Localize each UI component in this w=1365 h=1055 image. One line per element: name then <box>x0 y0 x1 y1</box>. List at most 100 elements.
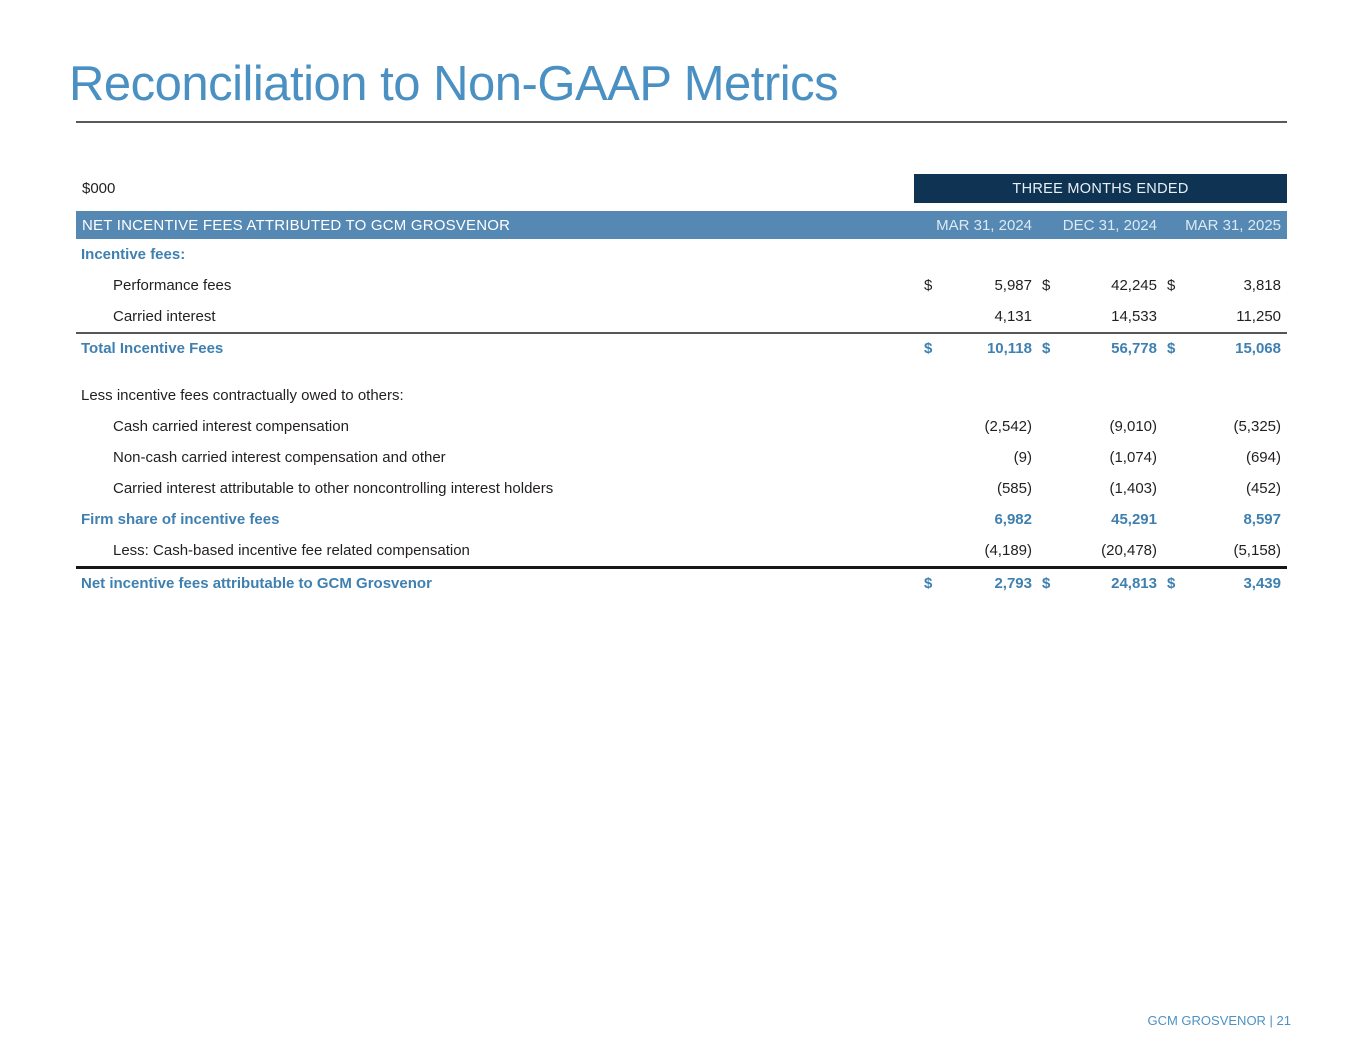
row-value: 5,987 <box>994 277 1032 294</box>
table-spacer-row <box>76 363 1287 380</box>
row-value: 3,818 <box>1243 277 1281 294</box>
value-cell: (452) <box>1157 480 1281 497</box>
period-column-header: DEC 31, 2024 <box>1062 216 1157 234</box>
row-value: 15,068 <box>1235 340 1281 357</box>
units-label: $000 <box>82 180 116 197</box>
value-cell: $56,778 <box>1032 340 1157 357</box>
row-label: Cash carried interest compensation <box>113 418 349 435</box>
value-cell: $10,118 <box>914 340 1032 357</box>
reconciliation-table-body: Incentive fees: Performance fees $5,987 $42… <box>76 239 1287 597</box>
dollar-sign: $ <box>1042 277 1051 294</box>
value-cell: $3,439 <box>1157 575 1281 592</box>
row-value: 3,439 <box>1243 574 1281 592</box>
dollar-sign: $ <box>1167 277 1176 294</box>
row-value: (4,189) <box>984 542 1032 559</box>
value-cell: 14,533 <box>1032 308 1157 325</box>
table-row: Less: Cash-based incentive fee related c… <box>76 535 1287 566</box>
value-cell: $42,245 <box>1032 277 1157 294</box>
page-footer: GCM GROSVENOR | 21 <box>1147 1013 1291 1028</box>
value-cell: 4,131 <box>914 308 1032 325</box>
row-label: Less incentive fees contractually owed t… <box>81 387 404 404</box>
row-value: 11,250 <box>1236 308 1281 325</box>
page-title: Reconciliation to Non-GAAP Metrics <box>69 57 839 111</box>
row-value: (585) <box>996 480 1032 497</box>
dollar-sign: $ <box>924 277 933 294</box>
dollar-sign: $ <box>924 340 933 357</box>
value-cell: 6,982 <box>914 511 1032 528</box>
table-row: Firm share of incentive fees 6,982 45,291 8… <box>76 504 1287 535</box>
row-label: Net incentive fees attributable to GCM G… <box>81 574 432 592</box>
row-label: Non-cash carried interest compensation a… <box>113 449 446 466</box>
row-value: 10,118 <box>986 340 1032 357</box>
table-row: Carried interest attributable to other n… <box>76 473 1287 504</box>
row-label: Total Incentive Fees <box>81 340 224 357</box>
value-cell: (9) <box>914 449 1032 466</box>
value-cell: (1,403) <box>1032 480 1157 497</box>
table-row: Less incentive fees contractually owed t… <box>76 380 1287 411</box>
row-value: (2,542) <box>984 418 1032 435</box>
reconciliation-table: $000 THREE MONTHS ENDED NET INCENTIVE FE… <box>76 174 1287 597</box>
table-row: Carried interest 4,131 14,533 11,250 <box>76 301 1287 332</box>
value-cell: 45,291 <box>1032 511 1157 528</box>
dollar-sign: $ <box>1167 574 1176 592</box>
row-label: Carried interest attributable to other n… <box>113 480 554 497</box>
row-value: (20,478) <box>1101 542 1157 559</box>
value-cell: 8,597 <box>1157 511 1281 528</box>
row-value: (9,010) <box>1109 418 1157 435</box>
row-value: (694) <box>1245 449 1281 466</box>
row-value: 8,597 <box>1243 511 1281 528</box>
value-cell: (5,325) <box>1157 418 1281 435</box>
period-column-header: MAR 31, 2024 <box>936 216 1032 234</box>
row-value: 6,982 <box>994 511 1032 528</box>
row-label: Performance fees <box>113 277 232 294</box>
row-value: (452) <box>1245 480 1281 497</box>
row-value: (9) <box>1013 449 1032 466</box>
dollar-sign: $ <box>1042 340 1051 357</box>
row-label: Incentive fees: <box>81 246 186 263</box>
dollar-sign: $ <box>924 574 933 592</box>
table-row: Non-cash carried interest compensation a… <box>76 442 1287 473</box>
value-cell: $3,818 <box>1157 277 1281 294</box>
row-value: 4,131 <box>994 308 1032 325</box>
dollar-sign: $ <box>1167 340 1176 357</box>
value-cell: 11,250 <box>1157 308 1281 325</box>
value-cell: (4,189) <box>914 542 1032 559</box>
table-row: Incentive fees: <box>76 239 1287 270</box>
value-cell: $24,813 <box>1032 575 1157 592</box>
value-cell: $15,068 <box>1157 340 1281 357</box>
table-row: Total Incentive Fees $10,118 $56,778 $15,06… <box>76 332 1287 363</box>
row-value: (5,325) <box>1233 418 1281 435</box>
period-column-header: MAR 31, 2025 <box>1185 216 1281 234</box>
table-row: Performance fees $5,987 $42,245 $3,818 <box>76 270 1287 301</box>
title-divider <box>76 121 1287 123</box>
value-cell: (585) <box>914 480 1032 497</box>
three-months-ended-header: THREE MONTHS ENDED <box>914 174 1287 203</box>
row-label: Carried interest <box>113 308 216 325</box>
table-header-top: $000 THREE MONTHS ENDED <box>76 174 1287 203</box>
value-cell: $5,987 <box>914 277 1032 294</box>
row-value: 56,778 <box>1111 340 1157 357</box>
row-value: (1,403) <box>1109 480 1157 497</box>
row-value: 42,245 <box>1111 277 1157 294</box>
value-cell: (694) <box>1157 449 1281 466</box>
row-header-label: NET INCENTIVE FEES ATTRIBUTED TO GCM GRO… <box>82 216 511 234</box>
value-cell: (20,478) <box>1032 542 1157 559</box>
row-value: 2,793 <box>994 574 1032 592</box>
row-label: Firm share of incentive fees <box>81 511 280 528</box>
row-value: 14,533 <box>1111 308 1157 325</box>
value-cell: $2,793 <box>914 575 1032 592</box>
dollar-sign: $ <box>1042 574 1051 592</box>
row-value: (5,158) <box>1233 542 1281 559</box>
row-value: 24,813 <box>1111 574 1157 592</box>
row-value: (1,074) <box>1109 449 1157 466</box>
row-value: 45,291 <box>1111 511 1157 528</box>
table-row: Cash carried interest compensation (2,542… <box>76 411 1287 442</box>
table-row: Net incentive fees attributable to GCM G… <box>76 566 1287 597</box>
value-cell: (1,074) <box>1032 449 1157 466</box>
table-header-band: NET INCENTIVE FEES ATTRIBUTED TO GCM GRO… <box>76 211 1287 239</box>
row-label: Less: Cash-based incentive fee related c… <box>113 542 470 559</box>
value-cell: (5,158) <box>1157 542 1281 559</box>
value-cell: (9,010) <box>1032 418 1157 435</box>
value-cell: (2,542) <box>914 418 1032 435</box>
